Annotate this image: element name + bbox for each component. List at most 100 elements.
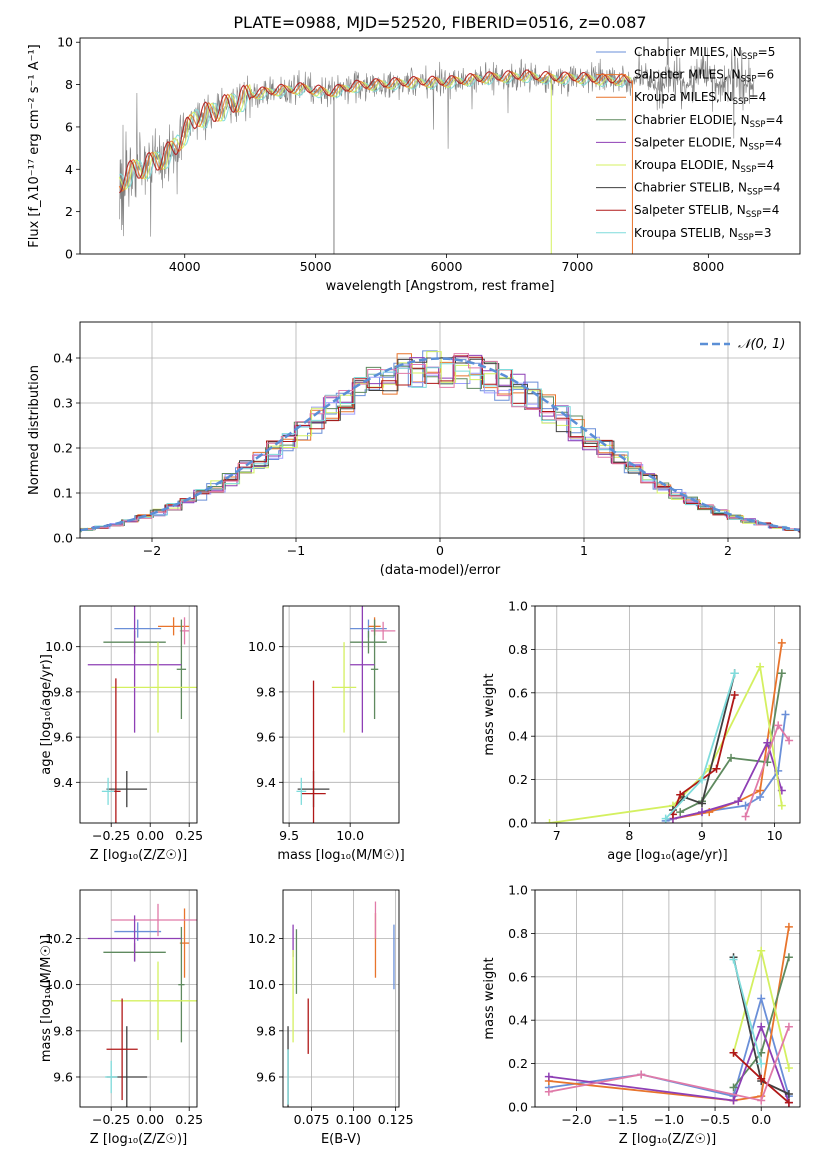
model-spectrum (118, 70, 632, 192)
y-tick-label: 0.0 (53, 531, 73, 546)
x-tick-label: −2 (143, 543, 161, 558)
y-tick-label: 9.6 (53, 1069, 73, 1084)
model-spectrum (118, 72, 632, 191)
series-point (727, 753, 736, 762)
x-axis-label: (data-model)/error (380, 563, 501, 578)
legend-subscript: SSP (741, 165, 757, 175)
series-point (741, 812, 750, 821)
series-line (665, 673, 736, 820)
y-tick-label: 0.2 (53, 441, 73, 456)
y-tick-label: 9.8 (53, 1023, 73, 1038)
y-tick-label: 0.3 (53, 396, 73, 411)
axes-frame (534, 889, 801, 1108)
legend-value: =5 (758, 45, 776, 59)
gaussian-curve (80, 357, 800, 532)
x-tick-label: 8 (625, 828, 633, 843)
y-tick-label: 9.8 (256, 1023, 276, 1038)
series-area (545, 638, 794, 823)
x-axis-label: wavelength [Angstrom, rest frame] (326, 279, 555, 294)
legend-label: Chabrier ELODIE, NSSP=4 (634, 113, 783, 130)
y-tick-label: 0.0 (508, 816, 528, 831)
series-point (785, 736, 794, 745)
y-axis-label: Flux [f_λ10⁻¹⁷ erg cm⁻² s⁻¹ A⁻¹] (27, 44, 42, 248)
series-point (730, 669, 739, 678)
series-line (732, 959, 763, 1064)
series-point (729, 1096, 738, 1105)
axes-frame (79, 321, 801, 539)
x-tick-label: 0.25 (175, 1112, 203, 1127)
series-point (637, 1070, 646, 1079)
series-point (697, 799, 706, 808)
panel-mass-vs-Z: −0.25 0.00 0.25 9.6 9.8 10.0 10.2 Z [log₁₀(Z/Z☉… (39, 889, 203, 1147)
legend-subscript: SSP (741, 75, 757, 85)
series-point (756, 786, 765, 795)
series-point (729, 1083, 738, 1092)
legend-label: Salpeter STELIB, NSSP=4 (634, 203, 779, 220)
y-tick-label: 9.4 (53, 775, 73, 790)
y-tick-label: 0.8 (508, 642, 528, 657)
axes-frame (79, 889, 198, 1108)
series-point (757, 994, 766, 1003)
series-point (741, 801, 750, 810)
x-tick-label: 6000 (431, 259, 463, 274)
series-line (672, 673, 736, 811)
spectrum-area (118, 38, 755, 254)
legend-value: =4 (749, 90, 767, 104)
y-tick-label: 0.2 (508, 1056, 528, 1071)
observed-spectrum (119, 38, 755, 237)
legend-value: =6 (756, 68, 774, 82)
legend-value: =4 (762, 203, 780, 217)
x-tick-label: 9.5 (279, 828, 299, 843)
y-tick-label: 10.0 (45, 977, 73, 992)
series-point (763, 738, 772, 747)
series-point (545, 819, 554, 823)
y-tick-label: 4 (65, 162, 73, 177)
legend-subscript: SSP (742, 52, 758, 62)
series-area (544, 922, 793, 1107)
x-tick-label: 0.075 (294, 1112, 330, 1127)
x-axis-label: E(B-V) (321, 1132, 361, 1147)
series-line (672, 694, 736, 815)
model-spectrum (118, 73, 632, 189)
y-tick-label: 10.0 (248, 639, 276, 654)
panel-massweight-vs-age: 7 8 9 10 0.0 0.2 0.4 0.6 0.8 1.0 age [log₁₀(age/yr… (482, 599, 801, 863)
series-point (544, 1072, 553, 1081)
legend-label: Chabrier MILES, NSSP=5 (634, 45, 775, 62)
legend-label: Kroupa STELIB, NSSP=3 (634, 226, 772, 243)
y-axis-label: mass [log₁₀(M/M☉)] (39, 935, 54, 1062)
x-tick-label: 0.25 (175, 828, 203, 843)
panel-age-vs-mass: 9.5 10.0 9.4 9.6 9.8 10.0 mass [log₁₀(M/M☉)] (248, 605, 405, 863)
legend-label: Kroupa MILES, NSSP=4 (634, 90, 766, 107)
series-point (784, 1063, 793, 1072)
y-tick-label: 9.6 (53, 730, 73, 745)
series-point (784, 953, 793, 962)
y-tick-label: 0.4 (508, 729, 528, 744)
series-point (729, 1048, 738, 1057)
x-tick-label: 10.0 (336, 828, 364, 843)
x-tick-label: 8000 (692, 259, 724, 274)
x-tick-label: 5000 (300, 259, 332, 274)
y-axis-label: mass weight (482, 673, 497, 755)
series-point (777, 801, 786, 810)
legend-value: =4 (766, 113, 784, 127)
series-point (757, 946, 766, 955)
x-tick-label: 10 (767, 828, 783, 843)
y-tick-label: 0.6 (508, 685, 528, 700)
x-tick-label: 0.125 (378, 1112, 414, 1127)
series-line (549, 663, 783, 823)
series-point (544, 1087, 553, 1096)
series-point (777, 638, 786, 647)
x-axis-label: Z [log₁₀(Z/Z☉)] (619, 1132, 716, 1147)
y-tick-label: 0 (65, 247, 73, 262)
series-point (784, 1022, 793, 1031)
series-point (757, 1022, 766, 1031)
panel-age-vs-Z: −0.25 0.00 0.25 9.4 9.6 9.8 10.0 Z [log₁₀(Z/Z☉)… (39, 605, 203, 863)
y-tick-label: 0.2 (508, 772, 528, 787)
series-point (756, 662, 765, 671)
y-tick-label: 8 (65, 77, 73, 92)
errorbar-area (87, 606, 197, 823)
legend-label: Kroupa ELODIE, NSSP=4 (634, 158, 774, 175)
series-point (777, 669, 786, 678)
series-point (734, 797, 743, 806)
legend-label: Chabrier STELIB, NSSP=4 (634, 181, 781, 198)
